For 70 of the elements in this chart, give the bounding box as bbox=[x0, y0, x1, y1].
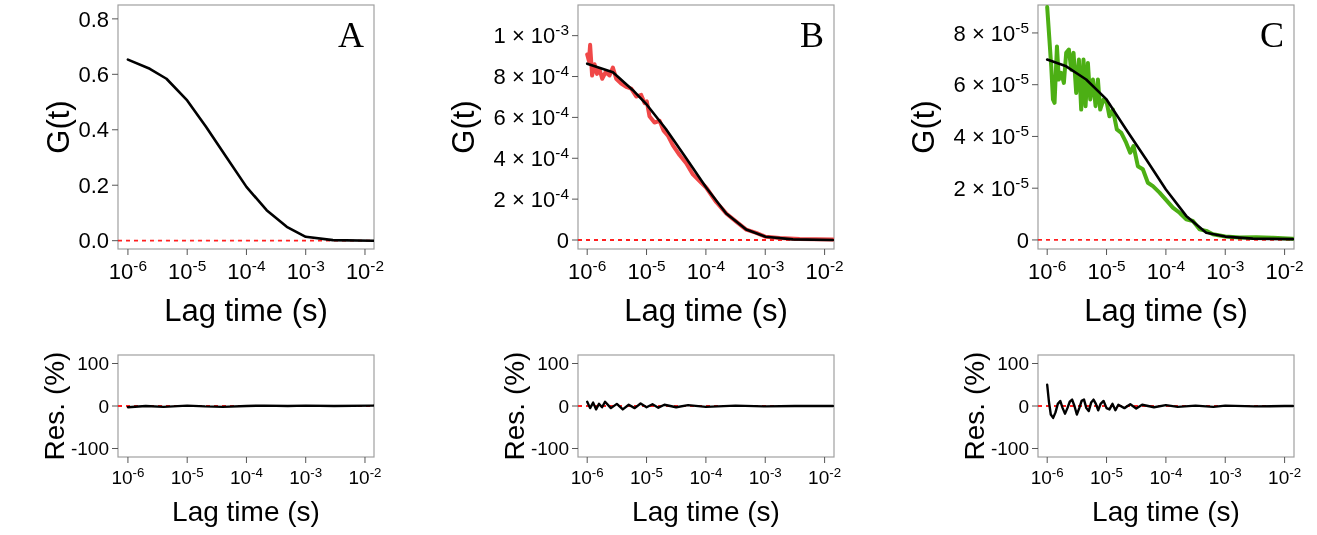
annotation: C bbox=[1259, 15, 1284, 55]
x-tick-label: 10$^{-3}$ bbox=[1206, 256, 1245, 284]
x-axis-title: Lag time (s) bbox=[172, 496, 320, 527]
y-axis-title: Res. (%) bbox=[959, 351, 990, 461]
y-tick-label: 1 × 10$^{-3}$ bbox=[493, 20, 569, 49]
y-tick-label: 0.6 bbox=[78, 62, 109, 88]
annotation: A bbox=[338, 15, 364, 55]
x-tick-label: 10$^{-4}$ bbox=[227, 256, 266, 284]
y-tick-label: 0 bbox=[558, 395, 569, 417]
x-tick-label: 10$^{-2}$ bbox=[808, 464, 842, 488]
x-tick-label: 10$^{-6}$ bbox=[568, 256, 607, 284]
y-tick-label: 6 × 10$^{-4}$ bbox=[493, 102, 570, 131]
y-tick-label: 4 × 10$^{-4}$ bbox=[493, 143, 570, 171]
x-tick-label: 10$^{-6}$ bbox=[570, 464, 604, 488]
y-tick-label: 100 bbox=[997, 353, 1029, 375]
y-tick-label: 100 bbox=[537, 353, 569, 375]
x-tick-label: 10$^{-6}$ bbox=[1030, 464, 1064, 488]
y-tick-label: 2 × 10$^{-5}$ bbox=[953, 173, 1029, 201]
y-tick-label: 4 × 10$^{-5}$ bbox=[953, 121, 1029, 150]
y-tick-label: 0.4 bbox=[78, 117, 109, 143]
x-tick-label: 10$^{-4}$ bbox=[229, 464, 263, 488]
y-tick-label: 0.8 bbox=[78, 6, 109, 32]
x-axis-title: Lag time (s) bbox=[164, 293, 328, 328]
x-tick-label: 10$^{-3}$ bbox=[748, 464, 782, 488]
x-tick-label: 10$^{-4}$ bbox=[1146, 256, 1186, 284]
x-tick-label: 10$^{-3}$ bbox=[289, 464, 323, 488]
x-tick-label: 10$^{-2}$ bbox=[345, 256, 385, 284]
y-axis-title: Res. (%) bbox=[499, 351, 530, 461]
x-tick-label: 10$^{-5}$ bbox=[168, 256, 207, 284]
x-tick-label: 10$^{-5}$ bbox=[1087, 256, 1126, 284]
x-tick-label: 10$^{-2}$ bbox=[1268, 464, 1302, 488]
x-tick-label: 10$^{-2}$ bbox=[1265, 256, 1304, 284]
x-tick-label: 10$^{-2}$ bbox=[805, 256, 844, 284]
y-tick-label: 100 bbox=[77, 353, 109, 375]
y-tick-label: 0.2 bbox=[78, 172, 109, 198]
y-tick-label: 8 × 10$^{-4}$ bbox=[493, 61, 570, 90]
x-tick-label: 10$^{-5}$ bbox=[627, 256, 666, 284]
x-tick-label: 10$^{-4}$ bbox=[1149, 464, 1183, 488]
y-axis-title: G(t) bbox=[906, 100, 941, 154]
y-tick-label: 2 × 10$^{-4}$ bbox=[493, 184, 570, 212]
x-axis-title: Lag time (s) bbox=[624, 293, 788, 328]
x-tick-label: 10$^{-5}$ bbox=[1090, 464, 1124, 488]
annotation: B bbox=[799, 15, 824, 55]
y-tick-label: -100 bbox=[990, 438, 1029, 460]
y-tick-label: -100 bbox=[70, 438, 109, 460]
x-tick-label: 10$^{-5}$ bbox=[170, 464, 204, 488]
y-tick-label: -100 bbox=[530, 438, 569, 460]
y-tick-label: 6 × 10$^{-5}$ bbox=[953, 69, 1029, 98]
x-axis-title: Lag time (s) bbox=[632, 496, 780, 527]
x-tick-label: 10$^{-4}$ bbox=[686, 256, 726, 284]
y-tick-label: 0 bbox=[556, 227, 569, 253]
y-axis-title: G(t) bbox=[446, 100, 481, 154]
x-tick-label: 10$^{-6}$ bbox=[111, 464, 145, 488]
x-tick-label: 10$^{-6}$ bbox=[1028, 256, 1067, 284]
x-tick-label: 10$^{-3}$ bbox=[286, 256, 325, 284]
y-tick-label: 0 bbox=[1016, 227, 1029, 253]
y-tick-label: 0 bbox=[98, 395, 109, 417]
x-tick-label: 10$^{-3}$ bbox=[1208, 464, 1242, 488]
y-axis-title: G(t) bbox=[41, 100, 76, 154]
y-tick-label: 0 bbox=[1018, 395, 1029, 417]
x-tick-label: 10$^{-3}$ bbox=[746, 256, 785, 284]
x-tick-label: 10$^{-5}$ bbox=[630, 464, 664, 488]
y-tick-label: 8 × 10$^{-5}$ bbox=[953, 18, 1029, 46]
x-axis-title: Lag time (s) bbox=[1084, 293, 1248, 328]
y-axis-title: Res. (%) bbox=[39, 351, 70, 461]
x-tick-label: 10$^{-4}$ bbox=[689, 464, 723, 488]
y-tick-label: 0.0 bbox=[78, 228, 109, 254]
x-tick-label: 10$^{-2}$ bbox=[348, 464, 382, 488]
x-tick-label: 10$^{-6}$ bbox=[108, 256, 148, 284]
x-axis-title: Lag time (s) bbox=[1092, 496, 1240, 527]
